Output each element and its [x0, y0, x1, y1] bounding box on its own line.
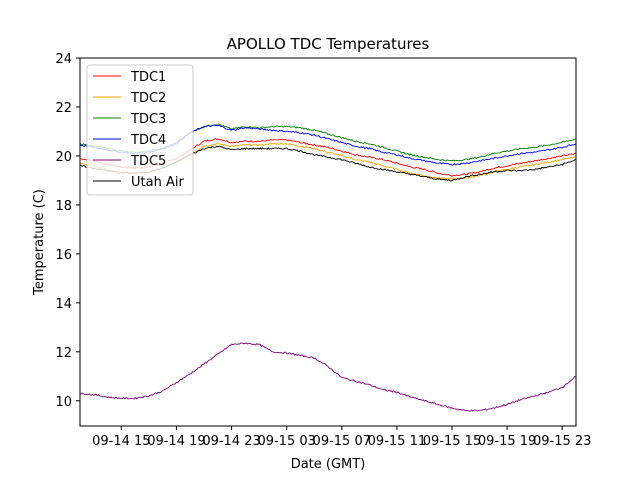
- y-tick-label: 14: [55, 297, 72, 312]
- legend-label: TDC4: [130, 133, 166, 148]
- y-tick-label: 12: [55, 346, 72, 361]
- chart-title: APOLLO TDC Temperatures: [227, 35, 430, 53]
- x-tick-label: 09-15 07: [313, 434, 371, 449]
- x-tick-label: 09-15 03: [257, 434, 315, 449]
- x-tick-label: 09-14 23: [202, 434, 260, 449]
- x-tick-label: 09-14 15: [92, 434, 150, 449]
- y-tick-label: 16: [55, 248, 72, 263]
- y-tick-label: 24: [55, 52, 72, 67]
- legend: TDC1 TDC2 TDC3 TDC4 TDC5 Utah Air: [86, 64, 194, 196]
- x-axis-label: Date (GMT): [291, 457, 366, 472]
- x-tick-label: 09-15 11: [368, 434, 426, 449]
- x-tick-label: 09-15 19: [478, 434, 536, 449]
- x-tick-label: 09-15 23: [533, 434, 591, 449]
- y-tick-label: 18: [55, 199, 72, 214]
- y-tick-label: 10: [55, 395, 72, 410]
- x-tick-label: 09-15 15: [423, 434, 481, 449]
- y-axis-label: Temperature (C): [32, 189, 47, 296]
- y-tick-label: 22: [55, 101, 72, 116]
- legend-label: Utah Air: [131, 175, 184, 190]
- x-tick-label: 09-14 19: [147, 434, 205, 449]
- series-line-tdc5: [79, 342, 577, 412]
- legend-label: TDC5: [130, 154, 166, 169]
- y-axis: 10 12 14 16 18 20 22 24: [55, 52, 80, 410]
- y-tick-label: 20: [55, 150, 72, 165]
- legend-label: TDC3: [130, 112, 166, 127]
- legend-label: TDC2: [130, 91, 166, 106]
- plot-frame: [79, 57, 577, 427]
- legend-label: TDC1: [130, 70, 166, 85]
